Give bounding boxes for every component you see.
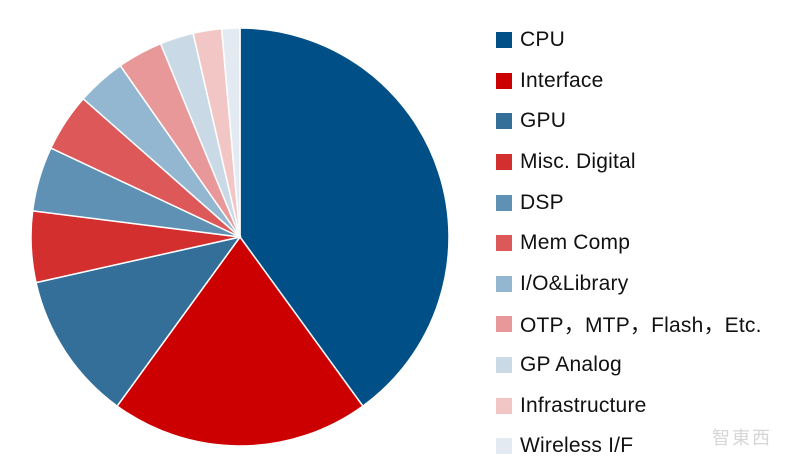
legend-item: Wireless I/F: [496, 426, 762, 467]
legend-swatch: [496, 275, 512, 292]
legend-swatch: [496, 235, 512, 252]
legend-swatch: [496, 194, 512, 211]
legend-swatch: [496, 438, 512, 455]
legend-label: GP Analog: [520, 353, 622, 377]
legend-label: Interface: [520, 68, 604, 92]
legend-item: OTP，MTP，Flash，Etc.: [496, 304, 762, 345]
legend-swatch: [496, 72, 512, 89]
legend-item: Infrastructure: [496, 385, 762, 426]
legend-label: Wireless I/F: [520, 434, 634, 458]
legend: CPU Interface GPU Misc. Digital DSP Mem Comp I…: [496, 20, 762, 467]
legend-swatch: [496, 32, 512, 49]
legend-label: Mem Comp: [520, 231, 631, 255]
legend-item: Misc. Digital: [496, 142, 762, 183]
pie-slice-cpu: [239, 27, 450, 408]
legend-item: Interface: [496, 61, 762, 102]
pie-chart: [30, 27, 450, 447]
legend-swatch: [496, 357, 512, 374]
legend-label: OTP，MTP，Flash，Etc.: [520, 314, 762, 338]
legend-item: GP Analog: [496, 345, 762, 386]
legend-item: Mem Comp: [496, 223, 762, 264]
legend-item: I/O&Library: [496, 264, 762, 305]
pie-slice-gpu: [35, 235, 242, 408]
legend-swatch: [496, 316, 512, 333]
legend-label: CPU: [520, 28, 565, 52]
legend-label: Infrastructure: [520, 393, 647, 417]
pie-slice-wireless-i-f: [220, 27, 241, 238]
legend-label: DSP: [520, 190, 564, 214]
legend-swatch: [496, 397, 512, 414]
legend-item: CPU: [496, 20, 762, 61]
legend-label: I/O&Library: [520, 271, 629, 295]
legend-label: GPU: [520, 109, 567, 133]
legend-item: GPU: [496, 101, 762, 142]
legend-swatch: [496, 154, 512, 171]
legend-label: Misc. Digital: [520, 150, 636, 174]
watermark-logo: 智東西: [712, 428, 772, 448]
legend-swatch: [496, 113, 512, 130]
legend-item: DSP: [496, 182, 762, 223]
pie-slice-interface: [116, 235, 364, 447]
